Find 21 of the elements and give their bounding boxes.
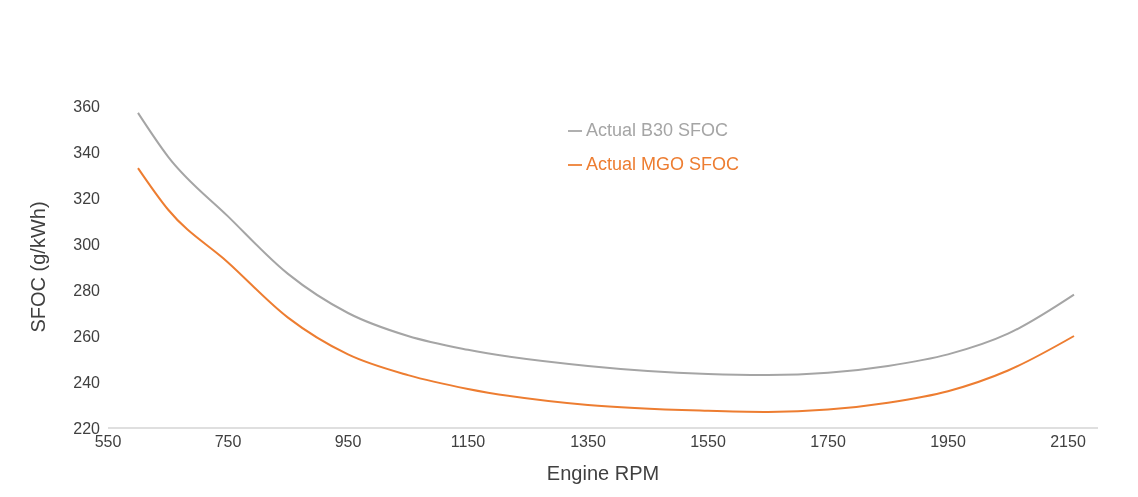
x-tick-label: 750: [214, 433, 242, 451]
legend-label: Actual MGO SFOC: [586, 154, 740, 174]
legend-label: Actual B30 SFOC: [586, 120, 729, 140]
y-axis-title: SFOC (g/kWh): [27, 201, 50, 333]
y-tick-label: 280: [73, 281, 101, 299]
y-tick-label: 240: [73, 373, 101, 391]
x-tick-label: 1950: [930, 433, 966, 451]
x-tick-label: 1550: [690, 433, 726, 451]
x-tick-label: 950: [334, 433, 362, 451]
y-tick-label: 320: [73, 189, 101, 207]
y-tick-label: 340: [73, 143, 101, 161]
x-axis-title: Engine RPM: [546, 462, 660, 485]
x-tick-label: 1750: [810, 433, 846, 451]
y-tick-label: 360: [73, 97, 101, 115]
x-tick-label: 1350: [570, 433, 606, 451]
x-tick-label: 1150: [450, 433, 486, 451]
line-series: [137, 111, 1075, 377]
y-tick-label: 260: [73, 327, 101, 345]
x-tick-label: 2150: [1050, 433, 1086, 451]
y-tick-label: 300: [73, 235, 101, 253]
x-tick-label: 550: [94, 433, 122, 451]
